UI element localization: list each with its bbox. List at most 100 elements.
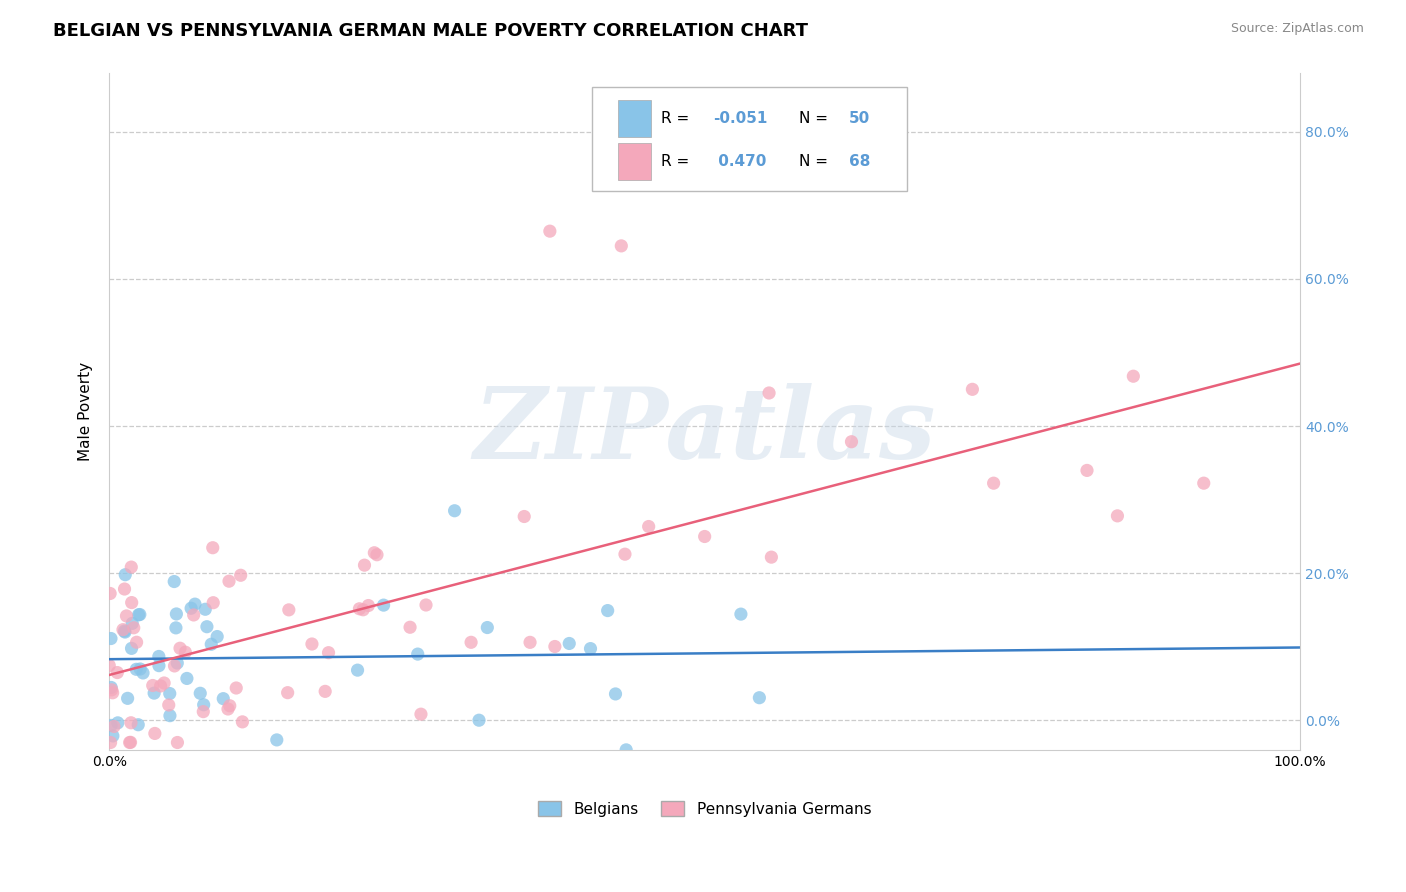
Point <box>193 705 215 719</box>
Point <box>128 607 150 622</box>
Point <box>188 686 211 700</box>
Point <box>205 630 228 644</box>
Point <box>153 676 176 690</box>
Point <box>105 665 128 680</box>
Point <box>125 635 148 649</box>
Point <box>983 476 1005 491</box>
Point <box>346 663 368 677</box>
Bar <box>617 100 651 137</box>
Point <box>693 529 716 543</box>
Point <box>758 386 780 401</box>
Point <box>98 586 121 600</box>
Point <box>352 603 374 617</box>
Point <box>148 658 170 673</box>
Point <box>163 659 186 673</box>
Point <box>761 550 783 565</box>
Point <box>159 708 181 723</box>
Text: BELGIAN VS PENNSYLVANIA GERMAN MALE POVERTY CORRELATION CHART: BELGIAN VS PENNSYLVANIA GERMAN MALE POVE… <box>53 22 808 40</box>
Text: ZIPatlas: ZIPatlas <box>474 384 936 480</box>
Point <box>100 682 122 697</box>
Point <box>100 718 122 732</box>
Point <box>399 620 422 634</box>
Point <box>115 609 138 624</box>
Point <box>277 686 299 700</box>
Point <box>118 735 141 749</box>
Point <box>314 684 336 698</box>
Point <box>114 625 136 640</box>
Point <box>114 567 136 582</box>
Point <box>101 729 124 743</box>
Point <box>614 743 637 757</box>
Point <box>231 714 253 729</box>
Point <box>166 656 188 670</box>
Point <box>143 686 166 700</box>
Point <box>301 637 323 651</box>
Point <box>100 632 122 646</box>
Point <box>415 598 437 612</box>
Point <box>195 620 218 634</box>
Point <box>103 719 125 733</box>
Point <box>1076 463 1098 477</box>
Point <box>218 698 240 713</box>
Point <box>194 602 217 616</box>
Point <box>225 681 247 695</box>
Point <box>114 582 136 596</box>
Point <box>748 690 770 705</box>
Point <box>468 713 491 727</box>
Point <box>610 239 633 253</box>
Text: Source: ZipAtlas.com: Source: ZipAtlas.com <box>1230 22 1364 36</box>
Point <box>409 707 432 722</box>
Point <box>122 621 145 635</box>
Point <box>544 640 567 654</box>
Point <box>363 546 385 560</box>
Point <box>166 735 188 749</box>
Point <box>114 624 136 638</box>
Point <box>579 641 602 656</box>
Point <box>357 599 380 613</box>
Point <box>142 678 165 692</box>
Point <box>180 601 202 615</box>
Point <box>200 637 222 651</box>
Point <box>841 434 863 449</box>
Bar <box>617 144 651 180</box>
Point <box>637 519 659 533</box>
Point <box>229 568 252 582</box>
Point <box>266 732 288 747</box>
Point <box>157 698 180 712</box>
Point <box>519 635 541 649</box>
Point <box>613 547 636 561</box>
Point <box>120 715 142 730</box>
Point <box>98 658 121 673</box>
FancyBboxPatch shape <box>592 87 907 192</box>
Point <box>120 735 142 749</box>
Point <box>1122 369 1144 384</box>
Point <box>596 603 619 617</box>
Point <box>176 672 198 686</box>
Point <box>406 647 429 661</box>
Point <box>107 715 129 730</box>
Point <box>121 596 143 610</box>
Point <box>353 558 375 573</box>
Point <box>201 541 224 555</box>
Point <box>149 679 172 693</box>
Point <box>538 224 561 238</box>
Point <box>349 601 371 615</box>
Point <box>373 598 395 612</box>
Point <box>184 597 207 611</box>
Point <box>366 548 388 562</box>
Point <box>218 574 240 589</box>
Point <box>143 726 166 740</box>
Text: 50: 50 <box>849 112 870 127</box>
Point <box>1192 476 1215 491</box>
Point <box>121 616 143 631</box>
Point <box>165 621 187 635</box>
Point <box>127 717 149 731</box>
Text: 0.470: 0.470 <box>713 154 766 169</box>
Text: N =: N = <box>799 112 832 127</box>
Point <box>212 691 235 706</box>
Text: 68: 68 <box>849 154 870 169</box>
Point <box>148 649 170 664</box>
Y-axis label: Male Poverty: Male Poverty <box>79 362 93 461</box>
Legend: Belgians, Pennsylvania Germans: Belgians, Pennsylvania Germans <box>531 795 877 823</box>
Point <box>117 691 139 706</box>
